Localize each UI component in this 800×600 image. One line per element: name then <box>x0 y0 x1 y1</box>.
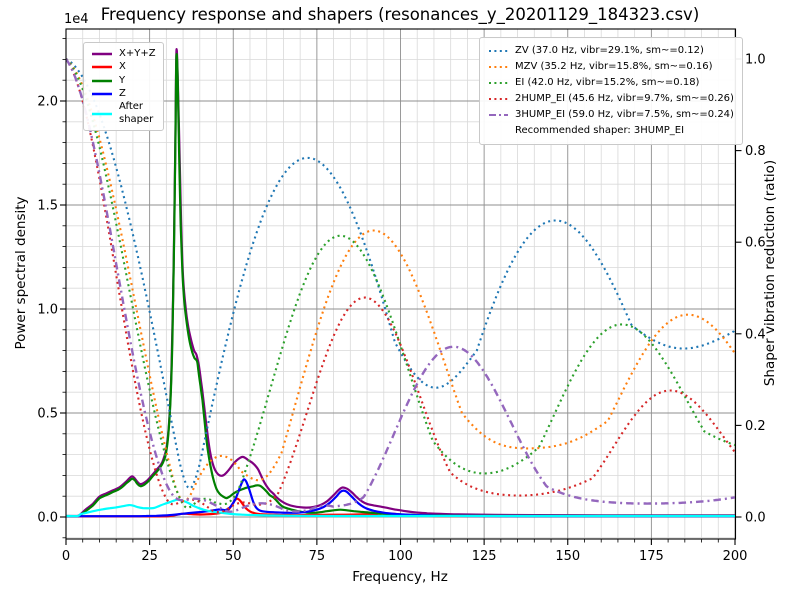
psd-legend-item-0-label: X+Y+Z <box>119 47 156 59</box>
recommended-shaper-row: Recommended shaper: 3HUMP_EI <box>488 123 734 139</box>
shaper-legend-item-1-label: MZV (35.2 Hz, vibr=15.8%, sm~=0.16) <box>515 60 713 72</box>
psd-legend-item-3: Z <box>91 88 156 102</box>
x-tick-label: 25 <box>141 549 158 564</box>
shaper-legend-item-4: 3HUMP_EI (59.0 Hz, vibr=7.5%, sm~=0.24) <box>488 107 734 123</box>
legend-swatch-dotted <box>489 97 508 101</box>
x-tick-labels: 0 25 50 75 100 125 150 175 200 <box>62 549 748 564</box>
recommended-shaper-text: Recommended shaper: 3HUMP_EI <box>515 124 685 136</box>
y-axis-offset-text: 1e4 <box>64 12 89 27</box>
shaper-curve-ei <box>66 58 736 509</box>
legend-swatch-solid <box>92 92 112 96</box>
legend-swatch-solid <box>92 79 112 83</box>
psd-legend-item-1-label: X <box>119 61 126 72</box>
y-left-tick-label: 1.5 <box>37 199 58 214</box>
y-left-tick-labels: 0.0 0.5 1.0 1.5 2.0 <box>37 95 58 526</box>
psd-legend-item-4: After shaper <box>91 101 156 126</box>
psd-curve-x-y-z <box>66 48 735 518</box>
psd-legend: X+Y+Z X Y Z After shaper <box>83 42 164 131</box>
legend-swatch-dotted <box>489 81 508 85</box>
shaper-legend: ZV (37.0 Hz, vibr=29.1%, sm~=0.12) MZV (3… <box>479 37 743 145</box>
shaper-legend-item-1: MZV (35.2 Hz, vibr=15.8%, sm~=0.16) <box>488 59 734 75</box>
psd-curves <box>66 48 735 518</box>
shaper-legend-item-3: 2HUMP_EI (45.6 Hz, vibr=9.7%, sm~=0.26) <box>488 91 734 107</box>
y-right-tick-label: 0.8 <box>745 144 766 159</box>
y-left-tick-label: 2.0 <box>37 95 58 110</box>
y-left-tick-label: 0.5 <box>37 407 58 422</box>
legend-swatch-dashdot <box>489 113 508 117</box>
shaper-curves <box>66 58 736 514</box>
y-left-tick-label: 0.0 <box>37 511 58 526</box>
y-right-tick-label: 1.0 <box>745 53 766 68</box>
y-right-tick-label: 0.0 <box>745 511 766 526</box>
chart-title: Frequency response and shapers (resonanc… <box>100 5 700 24</box>
x-tick-label: 50 <box>225 549 242 564</box>
shaper-legend-item-3-label: 2HUMP_EI (45.6 Hz, vibr=9.7%, sm~=0.26) <box>515 92 734 104</box>
psd-curve-y <box>66 53 735 518</box>
psd-legend-item-0: X+Y+Z <box>91 47 156 61</box>
y-axis-left-label: Power spectral density <box>13 196 29 350</box>
shaper-curve-2hump_ei <box>66 58 736 514</box>
x-tick-label: 75 <box>309 549 326 564</box>
x-tick-label: 175 <box>639 549 664 564</box>
y-right-tick-label: 0.4 <box>745 327 766 342</box>
x-tick-label: 125 <box>472 549 497 564</box>
x-tick-label: 150 <box>555 549 580 564</box>
shaper-legend-item-2-label: EI (42.0 Hz, vibr=15.2%, sm~=0.18) <box>515 76 700 88</box>
psd-legend-item-2: Y <box>91 74 156 88</box>
psd-legend-item-1: X <box>91 61 156 75</box>
shaper-legend-item-2: EI (42.0 Hz, vibr=15.2%, sm~=0.18) <box>488 75 734 91</box>
x-axis-label: Frequency, Hz <box>352 569 448 585</box>
y-axis-right-label: Shaper vibration reduction (ratio) <box>762 159 778 387</box>
y-right-tick-label: 0.2 <box>745 419 766 434</box>
legend-swatch-solid <box>92 65 112 69</box>
shaper-legend-item-4-label: 3HUMP_EI (59.0 Hz, vibr=7.5%, sm~=0.24) <box>515 108 734 120</box>
y-right-tick-labels: 0.0 0.2 0.4 0.6 0.8 1.0 <box>745 53 766 526</box>
psd-legend-item-4-label: After shaper <box>119 101 154 125</box>
x-tick-label: 100 <box>388 549 413 564</box>
shaper-legend-item-0: ZV (37.0 Hz, vibr=29.1%, sm~=0.12) <box>488 43 734 59</box>
shaper-legend-item-0-label: ZV (37.0 Hz, vibr=29.1%, sm~=0.12) <box>515 44 704 56</box>
legend-swatch-dotted <box>489 49 508 53</box>
legend-swatch-solid <box>92 112 112 115</box>
x-tick-label: 0 <box>62 549 70 564</box>
psd-legend-item-3-label: Z <box>119 88 126 99</box>
x-tick-label: 200 <box>723 549 748 564</box>
y-left-tick-label: 1.0 <box>37 303 58 318</box>
psd-legend-item-2-label: Y <box>119 74 126 86</box>
y-right-tick-label: 0.6 <box>745 236 766 251</box>
legend-swatch-dotted <box>489 65 508 69</box>
legend-swatch-solid <box>92 52 112 56</box>
shaper-curve-3hump_ei <box>66 58 736 513</box>
psd-curve-z <box>66 478 735 518</box>
